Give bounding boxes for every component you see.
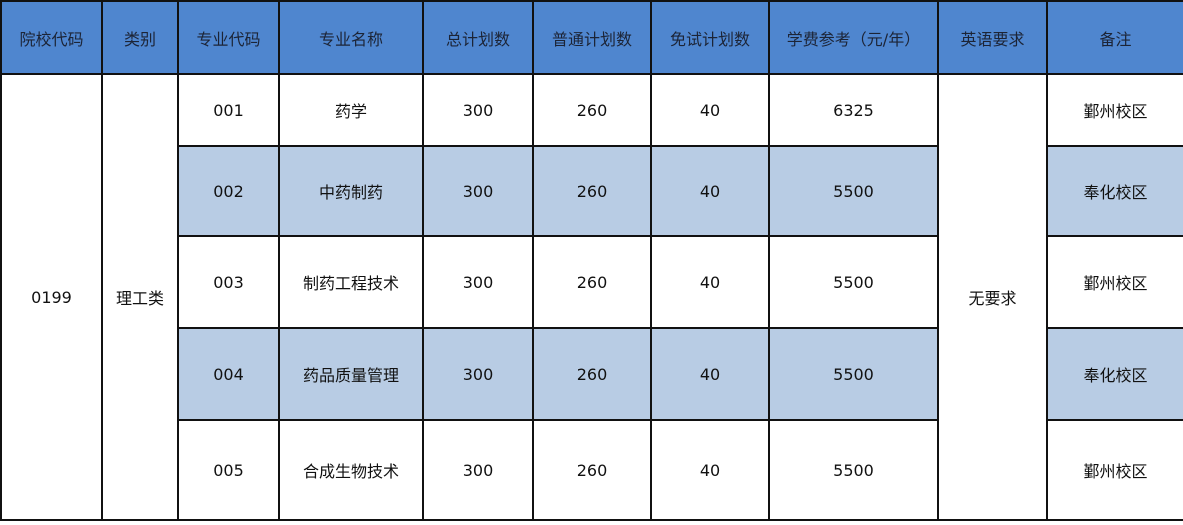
- header-cell: 专业代码: [177, 0, 280, 75]
- cell: 6325: [768, 73, 939, 147]
- cell: 0199: [0, 73, 103, 521]
- table-row: 002 中药制药 300 260 40 5500 奉化校区: [1, 145, 1183, 237]
- cell: 300: [422, 235, 534, 329]
- cell: 鄞州校区: [1046, 235, 1183, 329]
- cell: 药品质量管理: [278, 327, 424, 421]
- cell: 40: [650, 73, 770, 147]
- cell: 5500: [768, 145, 939, 237]
- cell: 合成生物技术: [278, 419, 424, 521]
- header-cell: 院校代码: [0, 0, 103, 75]
- table-row: 005 合成生物技术 300 260 40 5500 鄞州校区: [1, 419, 1183, 521]
- cell: 5500: [768, 235, 939, 329]
- cell: 260: [532, 145, 652, 237]
- cell: 40: [650, 145, 770, 237]
- cell: 002: [177, 145, 280, 237]
- cell: 004: [177, 327, 280, 421]
- cell: 5500: [768, 419, 939, 521]
- header-row: 院校代码 类别 专业代码 专业名称 总计划数 普通计划数 免试计划数 学费参考（…: [0, 0, 1183, 75]
- header-cell: 总计划数: [422, 0, 534, 75]
- table-row: 003 制药工程技术 300 260 40 5500 鄞州校区: [1, 235, 1183, 329]
- cell: 鄞州校区: [1046, 419, 1183, 521]
- cell: 005: [177, 419, 280, 521]
- cell: 制药工程技术: [278, 235, 424, 329]
- cell: 260: [532, 327, 652, 421]
- cell: 理工类: [101, 73, 179, 521]
- cell: 奉化校区: [1046, 327, 1183, 421]
- table-row: 0199 理工类 001 药学 300 260 40 6325 无要求 鄞州校区: [0, 73, 1183, 521]
- cell: 40: [650, 235, 770, 329]
- header-cell: 专业名称: [278, 0, 424, 75]
- header-cell: 免试计划数: [650, 0, 770, 75]
- header-cell: 学费参考（元/年）: [768, 0, 939, 75]
- cell: 300: [422, 145, 534, 237]
- cell: 奉化校区: [1046, 145, 1183, 237]
- cell: 5500: [768, 327, 939, 421]
- cell: 260: [532, 419, 652, 521]
- cell: 无要求: [937, 73, 1048, 521]
- header-cell: 类别: [101, 0, 179, 75]
- cell: 300: [422, 327, 534, 421]
- cell: 003: [177, 235, 280, 329]
- header-cell: 备注: [1046, 0, 1183, 75]
- cell: 中药制药: [278, 145, 424, 237]
- cell: 40: [650, 327, 770, 421]
- cell: 001: [177, 73, 280, 147]
- cell: 300: [422, 419, 534, 521]
- header-cell: 英语要求: [937, 0, 1048, 75]
- cell: 鄞州校区: [1046, 73, 1183, 147]
- header-cell: 普通计划数: [532, 0, 652, 75]
- cell: 300: [422, 73, 534, 147]
- table-row: 004 药品质量管理 300 260 40 5500 奉化校区: [1, 327, 1183, 421]
- cell: 40: [650, 419, 770, 521]
- cell: 药学: [278, 73, 424, 147]
- cell: 260: [532, 235, 652, 329]
- cell: 260: [532, 73, 652, 147]
